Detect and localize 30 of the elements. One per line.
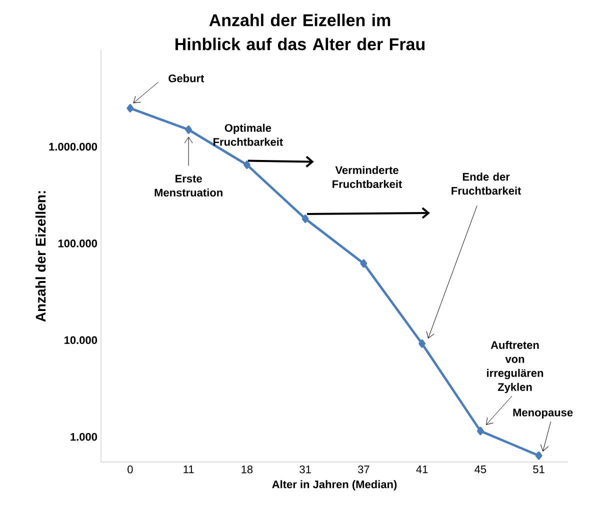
x-tick-label: 11 <box>184 466 194 474</box>
chart-title: Anzahl der Eizellen im Hinblick auf das Alter der Frau <box>176 14 425 50</box>
point <box>418 339 426 348</box>
annotation: Auftreten von irregulären Zyklen <box>487 340 544 394</box>
annotation: Menopause <box>513 408 573 419</box>
x-tick-label: 37 <box>358 466 370 474</box>
x-tick-label: 31 <box>300 466 311 474</box>
x-tick-label: 51 <box>533 466 544 474</box>
y-tick-label: 100.000 <box>58 240 98 248</box>
point <box>535 451 542 460</box>
x-tick-label: 0 <box>128 466 133 474</box>
y-tick-label: 10.000 <box>64 336 98 344</box>
point <box>126 104 134 112</box>
annotation: Ende der Fruchtbarkeit <box>452 172 522 195</box>
point <box>476 426 484 436</box>
y-tick-label: 1.000 <box>70 432 98 441</box>
point <box>360 259 368 268</box>
x-tick-label: 41 <box>416 466 428 474</box>
y-tick-label: 1.000.000 <box>49 142 98 151</box>
annotation: Geburt <box>168 74 204 82</box>
x-tick-label: 18 <box>242 466 253 474</box>
point <box>185 125 192 134</box>
point <box>243 160 250 170</box>
annotation: Erste Menstruation <box>154 174 222 197</box>
annotation: Optimale Fruchtbarkeit <box>214 124 283 146</box>
point <box>302 214 309 223</box>
y-axis-title: Anzahl der Eizellen: <box>35 191 46 322</box>
x-axis-title: Alter in Jahren (Median) <box>272 480 397 490</box>
annotation: Verminderte Fruchtbarkeit <box>332 166 402 188</box>
x-tick-label: 45 <box>474 466 486 474</box>
